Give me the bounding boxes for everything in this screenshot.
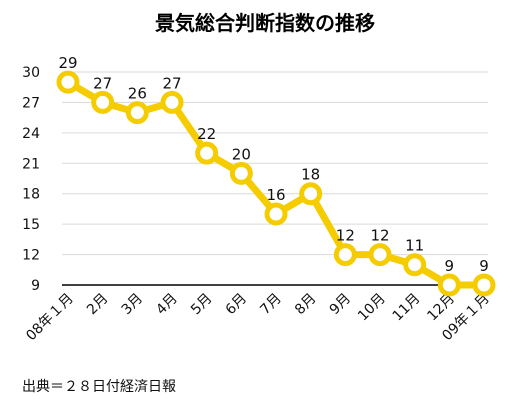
data-label: 9: [445, 257, 455, 275]
data-point: [472, 273, 496, 297]
data-label: 27: [162, 74, 181, 92]
y-axis-ticks: 9 12 15 18 21 24 27 30: [22, 65, 40, 294]
y-tick-label: 9: [31, 278, 40, 294]
x-tick-label: 2月: [84, 291, 112, 319]
y-tick-label: 12: [22, 248, 40, 264]
data-label: 11: [405, 237, 424, 255]
data-label: 22: [197, 125, 216, 143]
y-tick-label: 24: [22, 126, 40, 142]
y-tick-label: 21: [22, 156, 40, 172]
data-point: [229, 161, 253, 185]
x-tick-label: 5月: [188, 291, 216, 319]
x-tick-label: 9月: [327, 291, 355, 319]
source-note: 出典＝２８日付経済日報: [22, 379, 176, 395]
x-tick-label: 10月: [355, 291, 389, 325]
data-label: 12: [370, 227, 389, 245]
data-point: [91, 90, 115, 114]
data-label: 12: [336, 227, 355, 245]
data-label: 20: [232, 145, 251, 163]
data-label: 27: [93, 74, 112, 92]
x-tick-label: 6月: [223, 291, 251, 319]
y-tick-label: 30: [22, 65, 40, 81]
data-point: [368, 243, 392, 267]
data-point: [299, 182, 323, 206]
data-point: [403, 253, 427, 277]
data-label: 16: [266, 186, 285, 204]
data-labels: 29 27 26 27 22 20 16 18 12 12 11 9 9: [58, 54, 488, 275]
gridlines: [62, 71, 488, 256]
series-markers: [56, 70, 496, 297]
x-tick-label: 4月: [153, 291, 181, 319]
x-tick-label: 7月: [257, 291, 285, 319]
x-tick-label: 3月: [119, 291, 147, 319]
x-tick-label: 11月: [390, 291, 424, 325]
data-point: [264, 202, 288, 226]
data-point: [56, 70, 80, 94]
y-tick-label: 18: [22, 187, 40, 203]
x-tick-label: 8月: [292, 291, 320, 319]
data-point: [195, 141, 219, 165]
y-tick-label: 15: [22, 217, 40, 233]
x-tick-label: 08年１月: [23, 291, 77, 345]
y-tick-label: 27: [22, 95, 40, 111]
data-label: 9: [479, 257, 489, 275]
data-point: [333, 243, 357, 267]
data-point: [437, 273, 461, 297]
chart-title: 景気総合判断指数の推移: [155, 11, 375, 35]
data-point: [125, 101, 149, 125]
data-point: [160, 90, 184, 114]
data-label: 26: [128, 85, 147, 103]
data-label: 18: [301, 166, 320, 184]
data-label: 29: [58, 54, 77, 72]
